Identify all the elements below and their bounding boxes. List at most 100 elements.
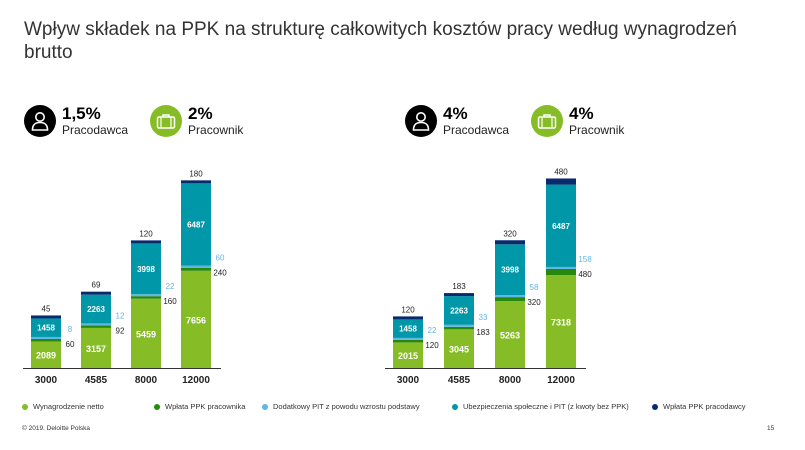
data-label-netto: 3157	[86, 344, 106, 354]
data-label-ubezpieczenia: 1458	[37, 324, 55, 333]
bar-segment-ppk-pracownika	[131, 296, 161, 299]
data-label-ppk-pracownika: 320	[527, 298, 541, 307]
bar-segment-ubezpieczenia	[393, 319, 423, 338]
bar-segment-ppk-pracodawcy	[131, 240, 161, 244]
legend-swatch-ppk-pracownika	[154, 403, 160, 410]
panel-1-badges: 1,5% Pracodawca 2% Pracownik	[24, 105, 265, 137]
data-label-netto: 3045	[449, 345, 469, 355]
employee-pct: 2%	[188, 104, 213, 123]
bar-segment-ppk-pracownika	[31, 338, 61, 342]
bar-segment-netto	[393, 342, 423, 368]
legend-label: Wpłata PPK pracodawcy	[663, 402, 746, 411]
category-label: 4585	[448, 375, 471, 386]
bar-segment-netto	[444, 329, 474, 368]
data-label-ppk-pracownika: 92	[116, 326, 125, 335]
bar-segment-pit	[546, 266, 576, 269]
data-label-netto: 2089	[36, 351, 56, 361]
bar-segment-ppk-pracownika	[495, 297, 525, 302]
legend-label: Wynagrodzenie netto	[33, 402, 104, 411]
bar-segment-ubezpieczenia	[495, 244, 525, 296]
bar-segment-ppk-pracodawcy	[181, 180, 211, 184]
bar-segment-pit	[444, 324, 474, 327]
bar-segment-ubezpieczenia	[444, 296, 474, 325]
bar-segment-ppk-pracownika	[546, 268, 576, 276]
bar-segment-netto	[131, 298, 161, 368]
legend-item-ubezpieczenia: Ubezpieczenia społeczne i PIT (z kwoty b…	[452, 402, 652, 411]
bar-segment-netto	[81, 327, 111, 368]
data-label-ppk-pracodawcy: 480	[554, 167, 568, 176]
employee-pct: 4%	[569, 104, 594, 123]
data-label-ubezpieczenia: 2263	[87, 305, 105, 314]
employee-label: Pracownik	[188, 123, 244, 137]
employer-label: Pracodawca	[62, 123, 129, 137]
legend-swatch-ubezpieczenia	[452, 403, 458, 410]
bar-segment-netto	[495, 301, 525, 368]
legend-label: Ubezpieczenia społeczne i PIT (z kwoty b…	[463, 402, 629, 411]
category-label: 12000	[547, 375, 575, 386]
bar-segment-ubezpieczenia	[131, 243, 161, 295]
bar-segment-ubezpieczenia	[546, 184, 576, 267]
bar-segment-netto	[31, 341, 61, 368]
data-label-pit: 33	[479, 313, 488, 322]
category-label: 8000	[135, 375, 158, 386]
category-label: 3000	[35, 375, 58, 386]
bar-segment-ubezpieczenia	[81, 294, 111, 324]
copyright-footer: © 2019. Deloitte Polska	[22, 425, 91, 432]
bar-segment-pit	[81, 323, 111, 326]
bar-segment-ppk-pracodawcy	[444, 293, 474, 297]
person-icon	[405, 105, 437, 137]
bar-segment-ubezpieczenia	[181, 183, 211, 266]
legend: Wynagrodzenie netto Wpłata PPK pracownik…	[22, 402, 792, 411]
bar-segment-ppk-pracownika	[393, 339, 423, 343]
employer-pct: 4%	[443, 104, 468, 123]
data-label-netto: 2015	[398, 351, 418, 361]
data-label-ppk-pracownika: 120	[425, 341, 439, 350]
data-label-netto: 5459	[136, 329, 156, 339]
briefcase-icon	[531, 105, 564, 137]
data-label-ppk-pracownika: 480	[578, 270, 592, 279]
data-label-ubezpieczenia: 2263	[450, 306, 468, 315]
employer-badge: 4% Pracodawca	[405, 105, 509, 137]
person-icon	[24, 105, 56, 137]
data-label-ubezpieczenia: 6487	[552, 222, 570, 231]
bar-segment-ppk-pracownika	[181, 267, 211, 271]
data-label-ppk-pracodawcy: 180	[189, 169, 203, 178]
category-label: 3000	[397, 375, 420, 386]
bar-segment-ppk-pracodawcy	[495, 240, 525, 245]
legend-item-pit: Dodatkowy PIT z powodu wzrostu podstawy	[262, 402, 452, 411]
bar-segment-pit	[131, 294, 161, 297]
data-label-ppk-pracownika: 183	[476, 328, 490, 337]
data-label-ppk-pracodawcy: 45	[42, 304, 51, 313]
data-label-ppk-pracownika: 160	[163, 297, 177, 306]
category-label: 8000	[499, 375, 522, 386]
category-label: 12000	[182, 375, 210, 386]
legend-item-netto: Wynagrodzenie netto	[22, 402, 154, 411]
data-label-ppk-pracownika: 60	[66, 340, 75, 349]
data-label-ppk-pracodawcy: 183	[452, 282, 466, 291]
bar-segment-ppk-pracodawcy	[393, 316, 423, 320]
data-label-pit: 58	[530, 283, 539, 292]
employee-label: Pracownik	[569, 123, 625, 137]
data-label-ppk-pracodawcy: 120	[139, 229, 153, 238]
employer-badge: 1,5% Pracodawca	[24, 105, 128, 137]
data-label-pit: 8	[68, 325, 73, 334]
data-label-pit: 12	[116, 311, 125, 320]
data-label-pit: 22	[428, 326, 437, 335]
data-label-netto: 5263	[500, 331, 520, 341]
bar-segment-ppk-pracownika	[81, 325, 111, 328]
panel-2-badges: 4% Pracodawca 4% Pracownik	[405, 105, 646, 137]
legend-swatch-netto	[22, 403, 28, 410]
data-label-pit: 22	[166, 282, 175, 291]
legend-label: Wpłata PPK pracownika	[165, 402, 246, 411]
category-label: 4585	[85, 375, 108, 386]
employee-badge: 2% Pracownik	[150, 105, 243, 137]
bar-segment-ppk-pracownika	[444, 326, 474, 330]
data-label-ppk-pracodawcy: 320	[503, 229, 517, 238]
briefcase-icon	[150, 105, 183, 137]
bar-segment-pit	[393, 337, 423, 340]
page-number: 15	[767, 425, 775, 432]
legend-item-ppk-pracodawcy: Wpłata PPK pracodawcy	[652, 402, 762, 411]
data-label-ubezpieczenia: 6487	[187, 221, 205, 230]
employer-pct: 1,5%	[62, 104, 101, 123]
data-label-ubezpieczenia: 1458	[399, 325, 417, 334]
